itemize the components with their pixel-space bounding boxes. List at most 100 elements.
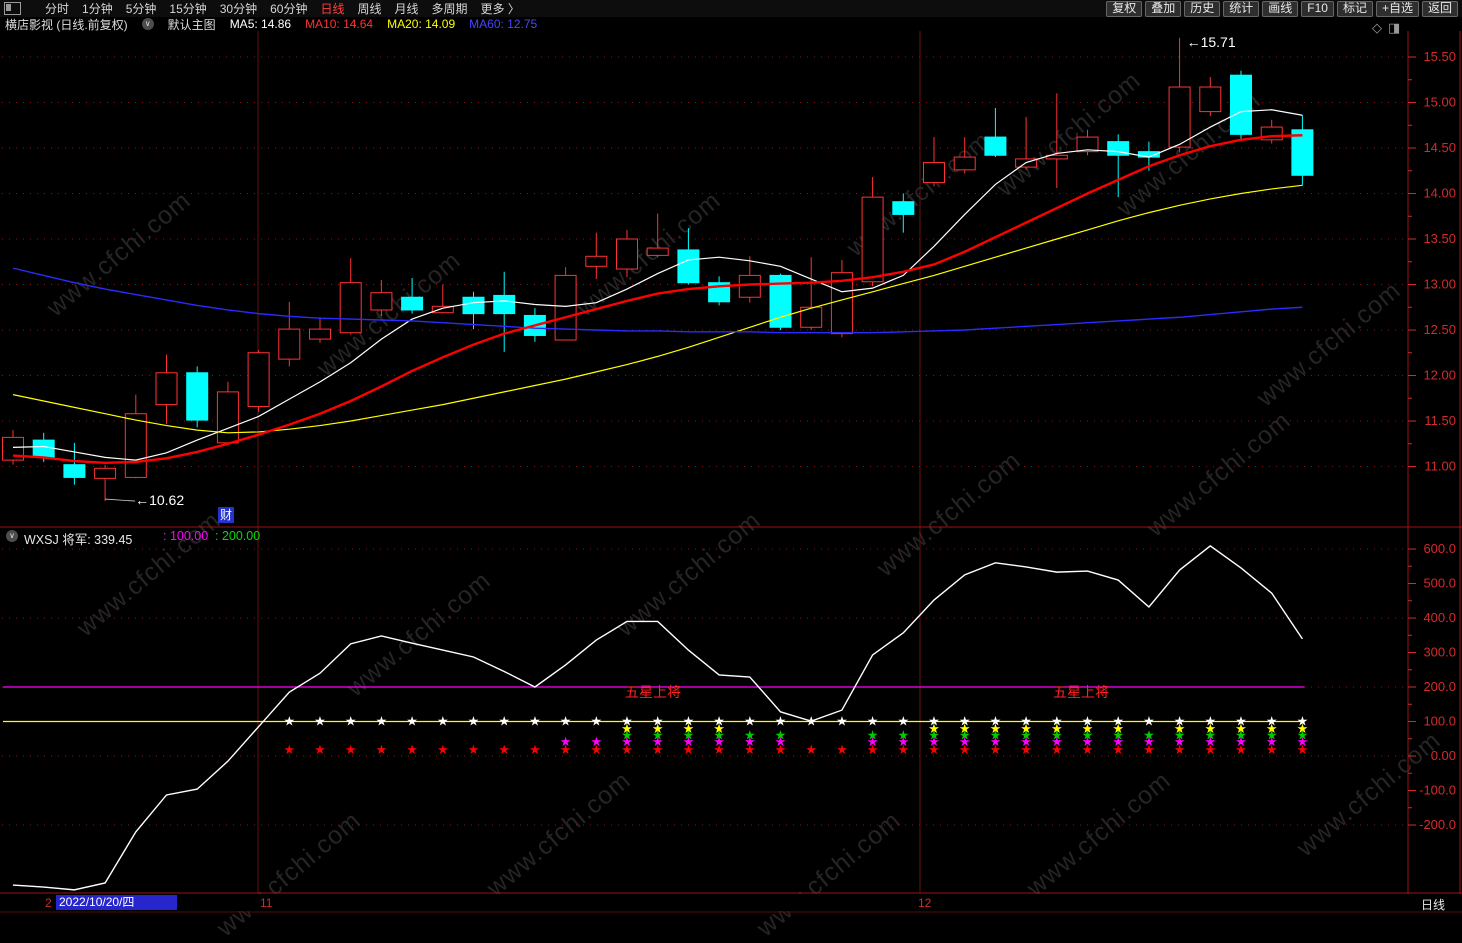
indicator-levels xyxy=(3,686,1305,723)
signal-star-r: ★ xyxy=(867,742,879,757)
signal-star-w: ★ xyxy=(836,714,848,729)
signal-star-y: ★ xyxy=(652,721,664,736)
toolbar-button[interactable]: 画线 xyxy=(1262,0,1299,17)
signal-star-m: ★ xyxy=(683,734,695,749)
signal-star-w: ★ xyxy=(1235,714,1247,729)
toolbar-button[interactable]: 叠加 xyxy=(1145,0,1182,17)
period-tab[interactable]: 更多 〉 xyxy=(480,2,520,16)
signal-star-g: ★ xyxy=(1112,728,1124,743)
indicator-axis: 600.0 500.0 400.0 300.0 200.0 100.0 0.00 -100.0… xyxy=(1408,541,1456,832)
indicator-level2-value: : 200.00 xyxy=(215,529,261,543)
signal-star-y: ★ xyxy=(713,721,725,736)
signal-star-m: ★ xyxy=(621,734,633,749)
signal-star-r: ★ xyxy=(437,742,449,757)
signal-star-g: ★ xyxy=(928,728,940,743)
toolbar-button[interactable]: 统计 xyxy=(1223,0,1260,17)
period-tab[interactable]: 1分钟 xyxy=(82,2,113,16)
signal-star-m: ★ xyxy=(713,734,725,749)
finance-flag-badge[interactable]: 财 xyxy=(218,507,234,523)
chart-canvas[interactable]: 15.50 15.00 14.50 14.00 13.50 13.00 12.50 12.00… xyxy=(0,0,1462,913)
app-window-icon[interactable] xyxy=(4,2,21,15)
signal-star-w: ★ xyxy=(775,714,787,729)
signal-star-g: ★ xyxy=(1204,728,1216,743)
indicator-axis-label: 0.00 xyxy=(1431,748,1456,763)
price-axis-label: 13.00 xyxy=(1423,277,1456,292)
signal-star-w: ★ xyxy=(1204,714,1216,729)
toolbar-button[interactable]: +自选 xyxy=(1375,0,1419,17)
signal-star-w: ★ xyxy=(744,714,756,729)
indicator-axis-label: 300.0 xyxy=(1423,645,1456,660)
info-bar: 横店影视 (日线.前复权) ∨ 默认主图 MA5: 14.86 MA10: 14.… xyxy=(0,17,1462,32)
chevron-down-icon[interactable]: ∨ xyxy=(6,530,18,542)
signal-star-w: ★ xyxy=(990,714,1002,729)
stock-title: 横店影视 (日线.前复权) xyxy=(5,17,128,32)
period-tab[interactable]: 分时 xyxy=(45,2,70,16)
signal-star-m: ★ xyxy=(1112,734,1124,749)
indicator-header: ∨ WXSJ 将军: 339.45 : 100.00 : 200.00 xyxy=(0,528,1400,547)
period-tab[interactable]: 周线 xyxy=(357,2,382,16)
signal-star-r: ★ xyxy=(314,742,326,757)
signal-star-w: ★ xyxy=(621,714,633,729)
layout-selector[interactable]: 默认主图 xyxy=(167,17,216,32)
signal-star-g: ★ xyxy=(990,728,1002,743)
candle-up xyxy=(2,436,24,461)
signal-star-w: ★ xyxy=(1174,714,1186,729)
candle-down xyxy=(462,296,485,315)
signal-star-w: ★ xyxy=(345,714,357,729)
signal-star-r: ★ xyxy=(836,742,848,757)
period-tab[interactable]: 多周期 xyxy=(431,2,468,16)
signal-star-g: ★ xyxy=(1266,728,1278,743)
period-label: 日线 xyxy=(1421,898,1446,912)
signal-star-y: ★ xyxy=(928,721,940,736)
chevron-down-icon[interactable]: ∨ xyxy=(141,18,154,30)
candle-down xyxy=(63,464,86,478)
indicator-axis-label: 600.0 xyxy=(1423,541,1456,556)
indicator-axis-label: 400.0 xyxy=(1423,610,1456,625)
candle-up xyxy=(800,306,823,328)
toolbar-button[interactable]: 返回 xyxy=(1421,0,1458,17)
signal-star-w: ★ xyxy=(1082,714,1094,729)
period-tab[interactable]: 5分钟 xyxy=(125,2,157,16)
diamond-icon[interactable]: ◇ xyxy=(1372,20,1382,35)
indicator-axis-label: 500.0 xyxy=(1423,576,1456,591)
indicator-title: WXSJ 将军: 339.45 xyxy=(24,533,133,547)
signal-star-w: ★ xyxy=(1143,714,1155,729)
signal-star-r: ★ xyxy=(1204,742,1216,757)
signal-star-g: ★ xyxy=(775,728,787,743)
signal-star-w: ★ xyxy=(468,714,480,729)
candle-up xyxy=(370,292,393,311)
period-tab[interactable]: 15分钟 xyxy=(169,2,207,16)
signal-star-w: ★ xyxy=(560,714,572,729)
toolbar-button[interactable]: F10 xyxy=(1301,0,1334,17)
time-axis-bar: 2 2022/10/20/四 11 12 日线 xyxy=(0,894,1462,912)
ma60-line xyxy=(12,267,1303,334)
signal-star-g: ★ xyxy=(1235,728,1247,743)
signal-star-w: ★ xyxy=(498,714,510,729)
toolbar-button[interactable]: 历史 xyxy=(1184,0,1221,17)
indicator-axis-label: 100.0 xyxy=(1423,714,1456,729)
split-pane-icon[interactable]: ◨ xyxy=(1388,20,1401,35)
signal-star-m: ★ xyxy=(1235,734,1247,749)
period-tab[interactable]: 30分钟 xyxy=(219,2,258,16)
period-tab[interactable]: 月线 xyxy=(394,2,419,16)
indicator-level1-value: : 100.00 xyxy=(163,529,209,543)
signal-star-m: ★ xyxy=(959,734,971,749)
candle-down xyxy=(186,372,209,421)
period-tabs: 分时 1分钟 5分钟 15分钟 30分钟 60分钟 日线 周线 月线 多周期 更多 〉 xyxy=(21,0,1106,17)
signal-star-w: ★ xyxy=(897,714,909,729)
ma-value-label: MA10: 14.64 xyxy=(305,17,374,31)
signal-star-w: ★ xyxy=(959,714,971,729)
signal-star-g: ★ xyxy=(959,728,971,743)
ma-value-label: MA20: 14.09 xyxy=(387,17,456,31)
signal-star-r: ★ xyxy=(928,742,940,757)
toolbar-button[interactable]: 标记 xyxy=(1336,0,1373,17)
signal-star-m: ★ xyxy=(744,734,756,749)
signal-star-w: ★ xyxy=(1297,714,1309,729)
signal-star-w: ★ xyxy=(376,714,388,729)
month-label: 11 xyxy=(260,896,273,910)
toolbar-button[interactable]: 复权 xyxy=(1106,0,1143,17)
signal-star-m: ★ xyxy=(928,734,940,749)
period-tab[interactable]: 60分钟 xyxy=(270,2,308,16)
period-tab[interactable]: 日线 xyxy=(320,2,345,16)
